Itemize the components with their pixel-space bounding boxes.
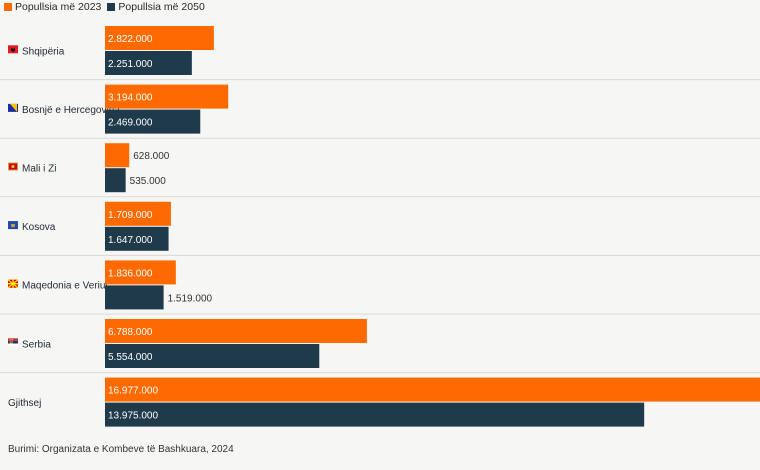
bar-2023 [105, 319, 367, 343]
data-label-2050: 535.000 [130, 176, 167, 187]
data-label-2023: 6.788.000 [108, 327, 153, 338]
legend-swatch-2023 [4, 3, 12, 11]
legend-label-2050: Popullsia më 2050 [118, 1, 205, 13]
bar-2023 [105, 201, 171, 226]
montenegro-flag-icon [8, 162, 18, 171]
bar-2050 [105, 285, 164, 310]
bar-2050 [105, 168, 126, 193]
legend-item-2050: Popullsia më 2050 [107, 1, 205, 13]
data-label-2050: 1.647.000 [108, 235, 153, 246]
bar-2023 [105, 84, 229, 109]
bar-2050 [105, 109, 201, 134]
bar-2050 [105, 402, 645, 427]
category-label: Maqedonia e Veriut [22, 281, 108, 292]
bar-2050 [105, 344, 320, 368]
source-note: Burimi: Organizata e Kombeve të Bashkuar… [8, 444, 234, 455]
legend-swatch-2050 [107, 3, 116, 11]
bar-2023 [105, 377, 760, 402]
data-label-2023: 2.822.000 [108, 34, 153, 45]
data-label-2050: 13.975.000 [108, 411, 158, 422]
data-label-2023: 16.977.000 [108, 386, 158, 397]
category-label: Gjithsej [8, 398, 41, 409]
category-label: Serbia [22, 339, 51, 350]
category-label: Shqipëria [22, 46, 65, 57]
data-label-2023: 1.836.000 [108, 268, 153, 279]
category-label: Kosova [22, 222, 56, 233]
bosnia-flag-icon [8, 103, 18, 112]
legend: Popullsia më 2023 Popullsia më 2050 [4, 0, 205, 14]
bar-2023 [105, 143, 130, 168]
data-label-2050: 5.554.000 [108, 352, 153, 363]
data-label-2050: 1.519.000 [168, 293, 213, 304]
legend-label-2023: Popullsia më 2023 [15, 1, 102, 13]
bar-2050 [105, 226, 169, 251]
bar-2023 [105, 260, 176, 285]
serbia-flag-icon [8, 338, 18, 347]
data-label-2023: 628.000 [133, 151, 170, 162]
data-label-2023: 1.709.000 [108, 210, 153, 221]
data-label-2050: 2.251.000 [108, 59, 153, 70]
category-label: Mali i Zi [22, 164, 56, 175]
data-label-2023: 3.194.000 [108, 93, 153, 104]
bar-2050 [105, 51, 192, 75]
kosovo-flag-icon [8, 221, 18, 230]
legend-item-2023: Popullsia më 2023 [4, 1, 101, 13]
albania-flag-icon [8, 45, 18, 54]
north-macedonia-flag-icon [7, 279, 19, 289]
bar-2023 [105, 26, 214, 50]
bar-chart: Shqipëria 2.822.000 2.251.000 Bosnjë e Herc… [0, 26, 760, 427]
data-label-2050: 2.469.000 [108, 118, 153, 129]
category-label: Bosnjë e Hercegovina [22, 105, 120, 116]
